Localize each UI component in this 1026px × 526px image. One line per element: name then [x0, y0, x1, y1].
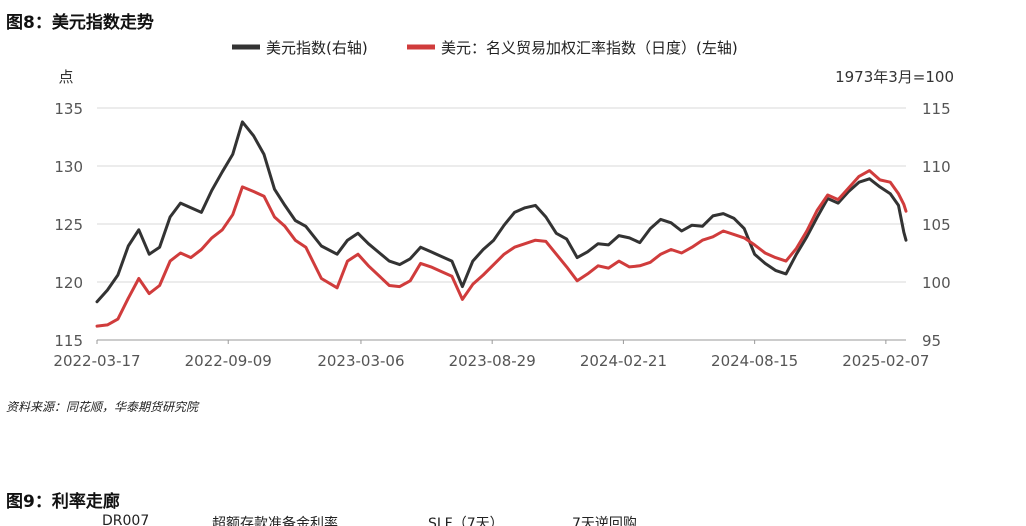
right-axis-unit: 1973年3月=100 [835, 68, 954, 86]
x-tick-label: 2022-03-17 [53, 352, 140, 370]
x-tick-label: 2024-08-15 [711, 352, 798, 370]
y-left-tick-label: 120 [54, 274, 83, 292]
x-tick-label: 2022-09-09 [185, 352, 272, 370]
y-left-tick-label: 130 [54, 158, 83, 176]
series-line-dollar-index [95, 120, 908, 304]
y-right-tick-label: 105 [922, 216, 951, 234]
x-tick-label: 2023-03-06 [317, 352, 404, 370]
y-left-tick-label: 135 [54, 100, 83, 118]
figure2-legend: DR007 超额存款准备金利率 SLF（7天） 7天逆回购 [0, 510, 1026, 526]
y-right-tick-label: 95 [922, 332, 941, 350]
legend2-item-reverse-repo: 7天逆回购 [572, 516, 637, 526]
legend-label: 美元指数(右轴) [266, 39, 368, 57]
legend2-item-dr007: DR007 [102, 513, 150, 526]
legend-label: 美元：名义贸易加权汇率指数（日度）(左轴) [441, 39, 738, 57]
x-tick-label: 2023-08-29 [449, 352, 536, 370]
figure2-title: 图9：利率走廊 [6, 492, 120, 512]
x-tick-label: 2024-02-21 [580, 352, 667, 370]
legend2-item-excess-reserve: 超额存款准备金利率 [212, 516, 338, 526]
x-tick-label: 2025-02-07 [842, 352, 929, 370]
series-line-trade-weighted-index [95, 169, 908, 328]
y-left-tick-label: 125 [54, 216, 83, 234]
figure-title: 图8：美元指数走势 [6, 13, 154, 33]
source-note: 资料来源：同花顺，华泰期货研究院 [6, 400, 199, 414]
y-right-tick-label: 110 [922, 158, 951, 176]
y-right-tick-label: 115 [922, 100, 951, 118]
y-right-tick-label: 100 [922, 274, 951, 292]
dollar-index-chart: 115 120 125 130 135 95 100 105 110 115 2022-03-17 2… [53, 39, 954, 370]
y-left-tick-label: 115 [54, 332, 83, 350]
left-axis-unit: 点 [58, 68, 73, 86]
legend2-item-slf: SLF（7天） [428, 516, 504, 526]
